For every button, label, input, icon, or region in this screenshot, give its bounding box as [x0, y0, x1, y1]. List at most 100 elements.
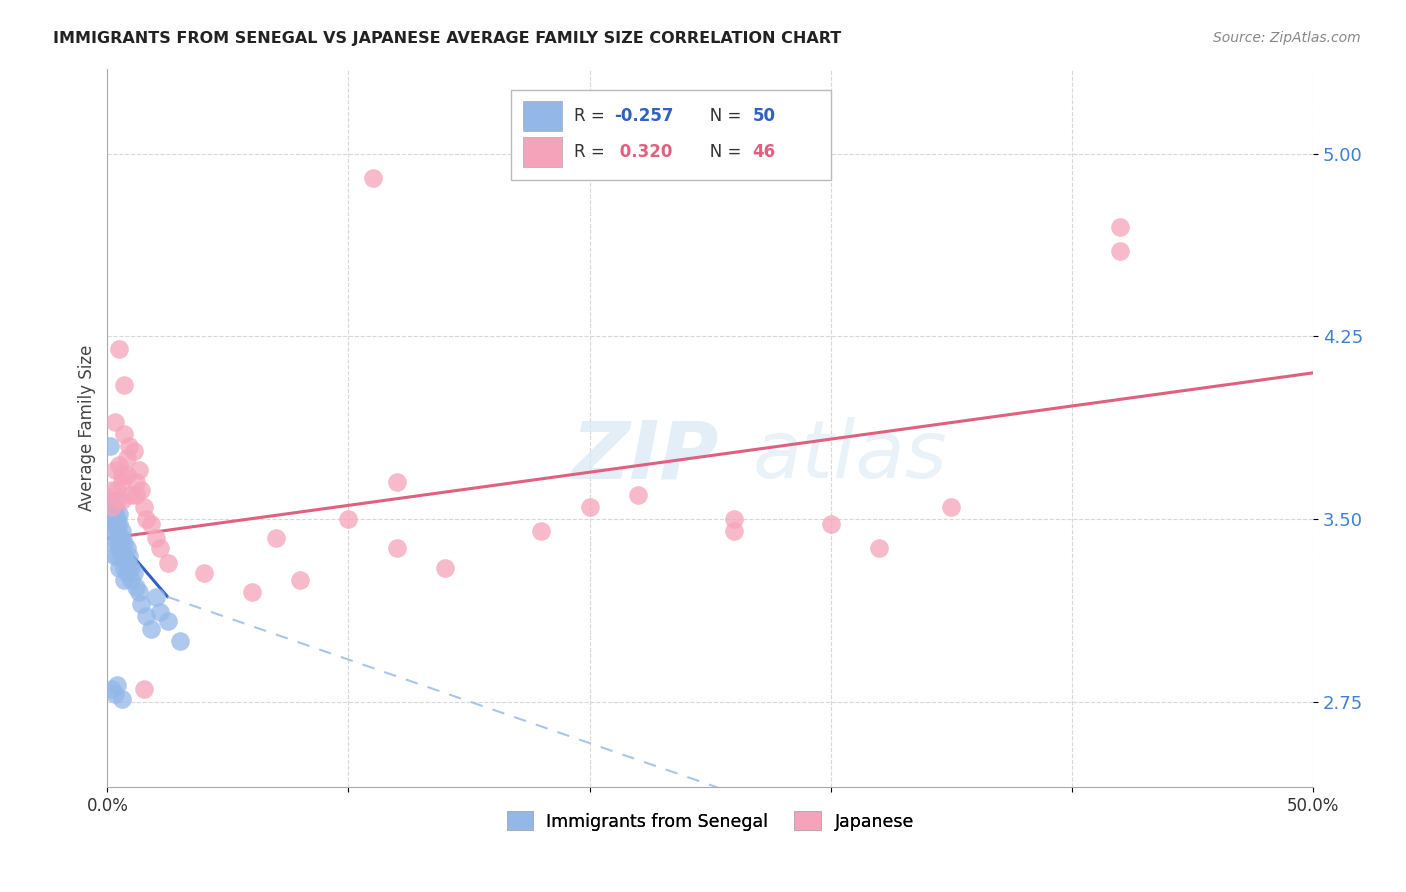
Point: [111, 692, 134, 706]
Point: [139, 622, 162, 636]
Point: [101, 536, 124, 550]
Point: [101, 516, 124, 531]
Point: [105, 512, 128, 526]
Point: [121, 488, 143, 502]
Point: [104, 549, 127, 563]
Point: [105, 492, 128, 507]
Point: [122, 443, 145, 458]
Point: [118, 549, 141, 563]
Point: [145, 590, 167, 604]
Point: [149, 541, 172, 556]
Text: 0.320: 0.320: [613, 143, 672, 161]
Legend: Immigrants from Senegal, Japanese: Immigrants from Senegal, Japanese: [498, 803, 922, 839]
Point: [385, 541, 408, 556]
Point: [723, 524, 745, 538]
Point: [193, 566, 215, 580]
Point: [129, 597, 152, 611]
Point: [111, 532, 134, 546]
Text: R =: R =: [574, 107, 610, 125]
Point: [108, 342, 131, 356]
Point: [108, 507, 131, 521]
Point: [132, 682, 155, 697]
Point: [111, 468, 134, 483]
Point: [118, 560, 141, 574]
Point: [115, 566, 138, 580]
Point: [121, 560, 143, 574]
Point: [132, 500, 155, 514]
Point: [135, 609, 157, 624]
Point: [627, 488, 650, 502]
Point: [101, 512, 124, 526]
Point: [115, 468, 138, 483]
Point: [128, 463, 150, 477]
Point: [156, 614, 179, 628]
Point: [104, 507, 127, 521]
Point: [1109, 244, 1132, 259]
Point: [104, 463, 127, 477]
Point: [112, 536, 135, 550]
Point: [108, 516, 131, 531]
Point: [129, 483, 152, 497]
Point: [118, 439, 141, 453]
Point: [145, 532, 167, 546]
Text: 50: 50: [752, 107, 775, 125]
Point: [101, 507, 124, 521]
Text: Source: ZipAtlas.com: Source: ZipAtlas.com: [1213, 31, 1361, 45]
Point: [111, 492, 134, 507]
Point: [105, 549, 128, 563]
Point: [578, 500, 600, 514]
Point: [101, 483, 124, 497]
Point: [112, 560, 135, 574]
Point: [337, 512, 360, 526]
FancyBboxPatch shape: [523, 101, 562, 131]
Point: [112, 426, 135, 441]
Point: [115, 556, 138, 570]
FancyBboxPatch shape: [523, 136, 562, 167]
Point: [108, 541, 131, 556]
Point: [169, 633, 191, 648]
Point: [820, 516, 842, 531]
Text: N =: N =: [695, 107, 747, 125]
Point: [111, 541, 134, 556]
Text: atlas: atlas: [752, 417, 948, 495]
Text: N =: N =: [695, 143, 747, 161]
Point: [104, 415, 127, 429]
Point: [111, 549, 134, 563]
Point: [139, 516, 162, 531]
Point: [105, 536, 128, 550]
Text: R =: R =: [574, 143, 610, 161]
Point: [112, 378, 135, 392]
Point: [98, 439, 121, 453]
Point: [385, 475, 408, 490]
Y-axis label: Average Family Size: Average Family Size: [79, 344, 96, 511]
Point: [105, 516, 128, 531]
Text: ZIP: ZIP: [571, 417, 718, 495]
Point: [115, 451, 138, 466]
Point: [108, 458, 131, 473]
Point: [105, 677, 128, 691]
Point: [530, 524, 553, 538]
Point: [122, 566, 145, 580]
Point: [108, 560, 131, 574]
Point: [128, 585, 150, 599]
Point: [135, 512, 157, 526]
Point: [240, 585, 263, 599]
Text: IMMIGRANTS FROM SENEGAL VS JAPANESE AVERAGE FAMILY SIZE CORRELATION CHART: IMMIGRANTS FROM SENEGAL VS JAPANESE AVER…: [53, 31, 842, 46]
Point: [105, 524, 128, 538]
Point: [1109, 219, 1132, 234]
Point: [98, 492, 121, 507]
Point: [104, 516, 127, 531]
Point: [125, 580, 148, 594]
Point: [104, 524, 127, 538]
Point: [290, 573, 312, 587]
Point: [101, 682, 124, 697]
Text: 46: 46: [752, 143, 776, 161]
Point: [121, 573, 143, 587]
Point: [156, 556, 179, 570]
Point: [433, 560, 456, 574]
Point: [115, 541, 138, 556]
Point: [149, 605, 172, 619]
FancyBboxPatch shape: [512, 90, 831, 180]
Point: [361, 171, 384, 186]
Point: [125, 475, 148, 490]
